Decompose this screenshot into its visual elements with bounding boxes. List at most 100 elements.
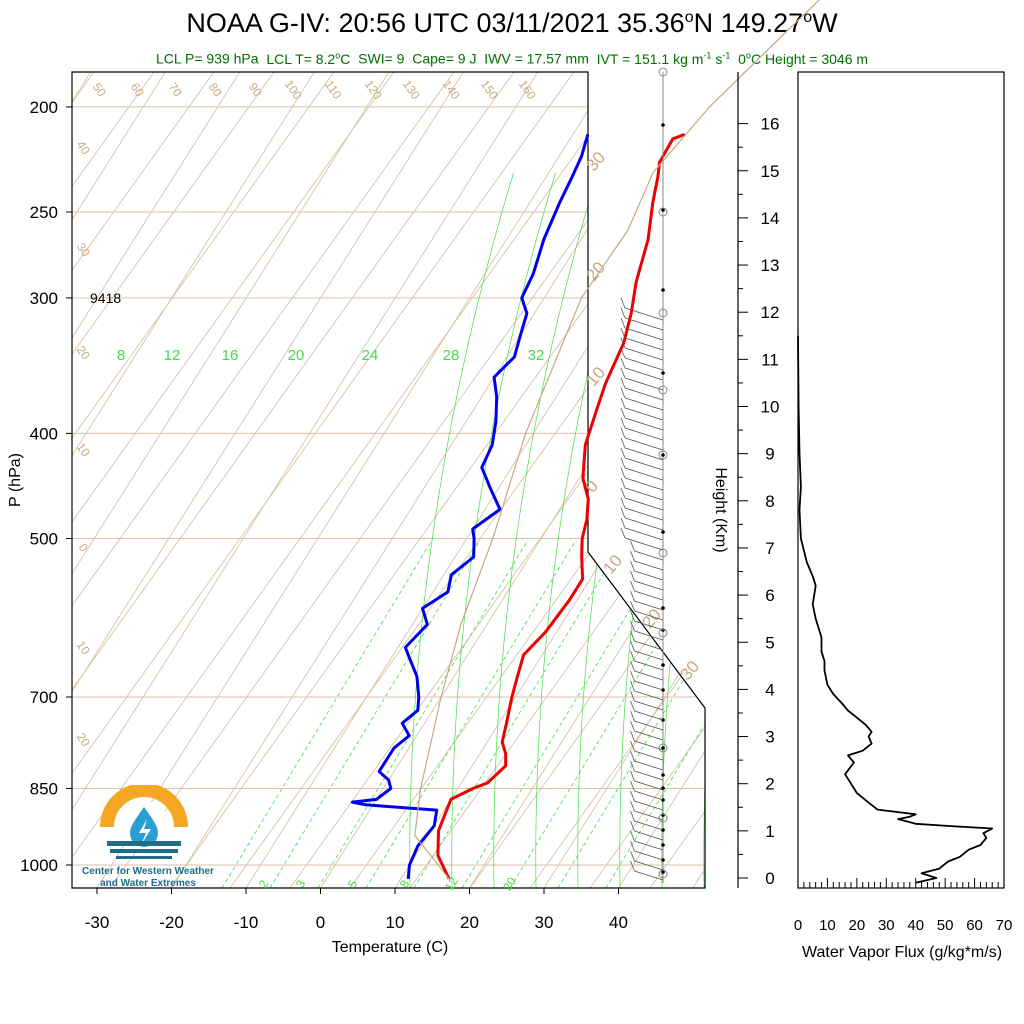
- wind-barb: [620, 427, 664, 451]
- wvf-tick-label: 30: [878, 917, 895, 934]
- isotherm-label: 120: [362, 77, 385, 102]
- wind-barb: [630, 580, 664, 601]
- wind-barb-shaft: [624, 367, 664, 381]
- wind-barb-flag: [630, 750, 635, 762]
- dewpoint-profile-line: [350, 133, 590, 880]
- isotherm-line: [72, 72, 574, 888]
- wind-barb: [630, 600, 664, 621]
- height-annotation: 9418: [90, 290, 121, 306]
- water-vapor-flux-line: [797, 335, 994, 884]
- wind-barb-flag: [620, 407, 626, 419]
- wvf-tick-label: 70: [996, 917, 1013, 934]
- dry-adiabat-line: [72, 72, 691, 888]
- wind-barb-shaft: [634, 780, 664, 791]
- wind-barb-shaft: [634, 850, 664, 861]
- wind-barb-flag: [620, 487, 626, 499]
- wind-barb-shaft: [634, 860, 664, 871]
- wind-level-dot: [661, 746, 665, 750]
- wind-barb-flag: [620, 427, 626, 439]
- wind-barb: [630, 590, 664, 611]
- lcl-pressure: LCL P= 939 hPa: [155, 50, 259, 67]
- wind-barb-flag: [630, 700, 635, 712]
- wind-barb: [630, 710, 664, 731]
- wind-barb: [630, 690, 664, 711]
- wind-barb-shaft: [624, 457, 664, 471]
- height-tick-label: 12: [761, 303, 780, 322]
- wind-barb: [620, 517, 664, 541]
- wind-barb-flag: [630, 790, 635, 802]
- wind-barb: [620, 317, 664, 341]
- wind-barb: [630, 730, 664, 751]
- height-tick-label: 8: [765, 492, 774, 511]
- mixing-ratio-line: [317, 539, 529, 888]
- wind-barb-shaft: [634, 730, 664, 741]
- wind-barb: [630, 770, 664, 791]
- wind-barb-shaft: [634, 690, 664, 701]
- logo-line-2: and Water Extremes: [100, 878, 196, 889]
- wind-barb: [630, 620, 664, 641]
- wind-barb: [620, 347, 664, 371]
- wind-barb: [630, 630, 664, 651]
- wind-barb: [630, 830, 664, 851]
- isotherm-line: [692, 72, 705, 888]
- parcel-profile-line: [414, 0, 821, 880]
- wind-barb: [630, 640, 664, 661]
- wind-barb: [630, 750, 664, 771]
- wind-barb: [630, 720, 664, 741]
- isotherm-label: 130: [400, 77, 423, 102]
- wind-barb-shaft: [624, 417, 664, 431]
- logo-text: Center for Western Weather and Water Ext…: [68, 866, 228, 890]
- wind-level-dot: [661, 208, 665, 212]
- wind-barb-flag: [630, 760, 635, 772]
- wind-barb-flag: [630, 770, 635, 782]
- wind-barb: [630, 560, 664, 581]
- wind-calm-circle: [658, 308, 668, 318]
- wind-barb-flag: [620, 397, 626, 409]
- wind-barb-shaft: [634, 710, 664, 721]
- wind-calm-circle: [658, 548, 668, 558]
- wind-barb-shaft: [624, 327, 664, 341]
- mixing-ratio-line: [221, 539, 433, 888]
- dry-adiabat-line: [72, 72, 631, 888]
- moist-adiabat-line: [451, 172, 556, 888]
- wind-barb-shaft: [624, 387, 664, 401]
- wind-barb: [630, 760, 664, 781]
- wvf-tick-label: 60: [966, 917, 983, 934]
- wind-barb-flag: [630, 640, 635, 652]
- height-tick-label: 1: [765, 822, 774, 841]
- wind-barb-shaft: [634, 720, 664, 731]
- height-tick-label: 5: [765, 633, 774, 652]
- moist-adiabat-line: [409, 172, 514, 888]
- logo-line-1: Center for Western Weather: [82, 866, 214, 877]
- isotherm-label: 50: [90, 80, 109, 99]
- wind-barb-flag: [620, 337, 626, 349]
- wind-barb-flag: [620, 367, 626, 379]
- skew-t-frame: [71, 71, 706, 889]
- wind-barb-shaft: [624, 467, 664, 481]
- mixing-ratio-label: 8: [117, 347, 125, 364]
- wind-barb-shaft: [624, 527, 664, 541]
- wind-barb-flag: [630, 550, 635, 562]
- y-tick-label: 300: [30, 289, 58, 308]
- dry-adiabat-line: [72, 72, 571, 888]
- wind-barb-flag: [620, 457, 626, 469]
- mixing-ratio-label: 12: [442, 874, 461, 893]
- wind-barb-shaft: [634, 790, 664, 801]
- wind-barb: [630, 740, 664, 761]
- height-tick-label: 6: [765, 586, 774, 605]
- adiabat-label-left: 40: [74, 138, 93, 157]
- wind-barb-flag: [630, 680, 635, 692]
- wind-barb-flag: [630, 720, 635, 732]
- isotherm-line: [543, 72, 705, 888]
- height-tick-label: 9: [765, 445, 774, 464]
- wind-barb-shaft: [634, 870, 664, 881]
- wind-barb: [620, 507, 664, 531]
- wind-barb: [620, 387, 664, 411]
- wind-barb-shaft: [624, 517, 664, 531]
- wind-barb: [620, 357, 664, 381]
- height-tick-label: 14: [761, 209, 780, 228]
- wind-barb-flag: [630, 590, 635, 602]
- height-axis-title: Height (Km): [712, 467, 729, 552]
- wind-barb: [630, 680, 664, 701]
- wind-barb-shaft: [624, 487, 664, 501]
